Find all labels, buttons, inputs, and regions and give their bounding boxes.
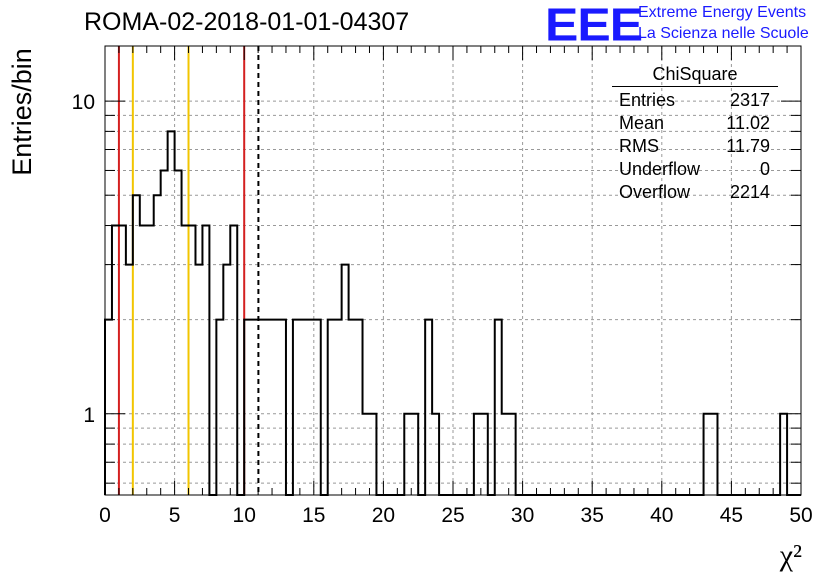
y-tick-label: 10 bbox=[72, 91, 95, 114]
x-tick-label: 50 bbox=[789, 504, 812, 527]
axis-labels: 0 5 10 15 20 25 30 35 40 45 50 1 10 χ² Entries/bin bbox=[7, 48, 813, 572]
stats-value: 11.02 bbox=[726, 113, 770, 133]
y-tick-label: 1 bbox=[83, 404, 95, 427]
stats-label: Overflow bbox=[619, 182, 691, 202]
x-tick-label: 35 bbox=[581, 504, 604, 527]
stats-box-title: ChiSquare bbox=[612, 64, 778, 87]
stats-row-underflow: Underflow 0 bbox=[612, 158, 778, 181]
eee-logo: EEE bbox=[545, 0, 643, 51]
stats-value: 0 bbox=[759, 159, 770, 179]
stats-row-entries: Entries 2317 bbox=[612, 89, 778, 112]
stats-box: ChiSquare Entries 2317 Mean 11.02 RMS 11… bbox=[612, 64, 778, 204]
x-tick-label: 0 bbox=[99, 504, 111, 527]
stats-label: Mean bbox=[619, 113, 665, 133]
stats-label: Entries bbox=[619, 90, 676, 110]
x-tick-label: 40 bbox=[650, 504, 673, 527]
y-axis-title: Entries/bin bbox=[7, 48, 37, 176]
x-axis-title: χ² bbox=[779, 539, 802, 572]
stats-label: Underflow bbox=[619, 159, 701, 179]
axes bbox=[104, 45, 802, 496]
chart-title: ROMA-02-2018-01-01-04307 bbox=[84, 8, 410, 36]
x-tick-label: 15 bbox=[302, 504, 325, 527]
stats-row-rms: RMS 11.79 bbox=[612, 135, 778, 158]
x-tick-label: 30 bbox=[511, 504, 534, 527]
x-tick-label: 5 bbox=[169, 504, 181, 527]
logo-text-line2: La Scienza nelle Scuole bbox=[638, 25, 809, 42]
stats-value: 11.79 bbox=[726, 136, 770, 156]
x-tick-label: 45 bbox=[720, 504, 743, 527]
stats-row-mean: Mean 11.02 bbox=[612, 112, 778, 135]
reference-lines bbox=[117, 46, 260, 495]
stats-value: 2317 bbox=[729, 90, 770, 110]
logo-text-line1: Extreme Energy Events bbox=[638, 4, 807, 21]
stats-value: 2214 bbox=[729, 182, 770, 202]
x-tick-label: 25 bbox=[441, 504, 464, 527]
stats-label: RMS bbox=[619, 136, 659, 156]
x-tick-label: 10 bbox=[233, 504, 256, 527]
x-tick-label: 20 bbox=[372, 504, 395, 527]
stats-row-overflow: Overflow 2214 bbox=[612, 181, 778, 204]
